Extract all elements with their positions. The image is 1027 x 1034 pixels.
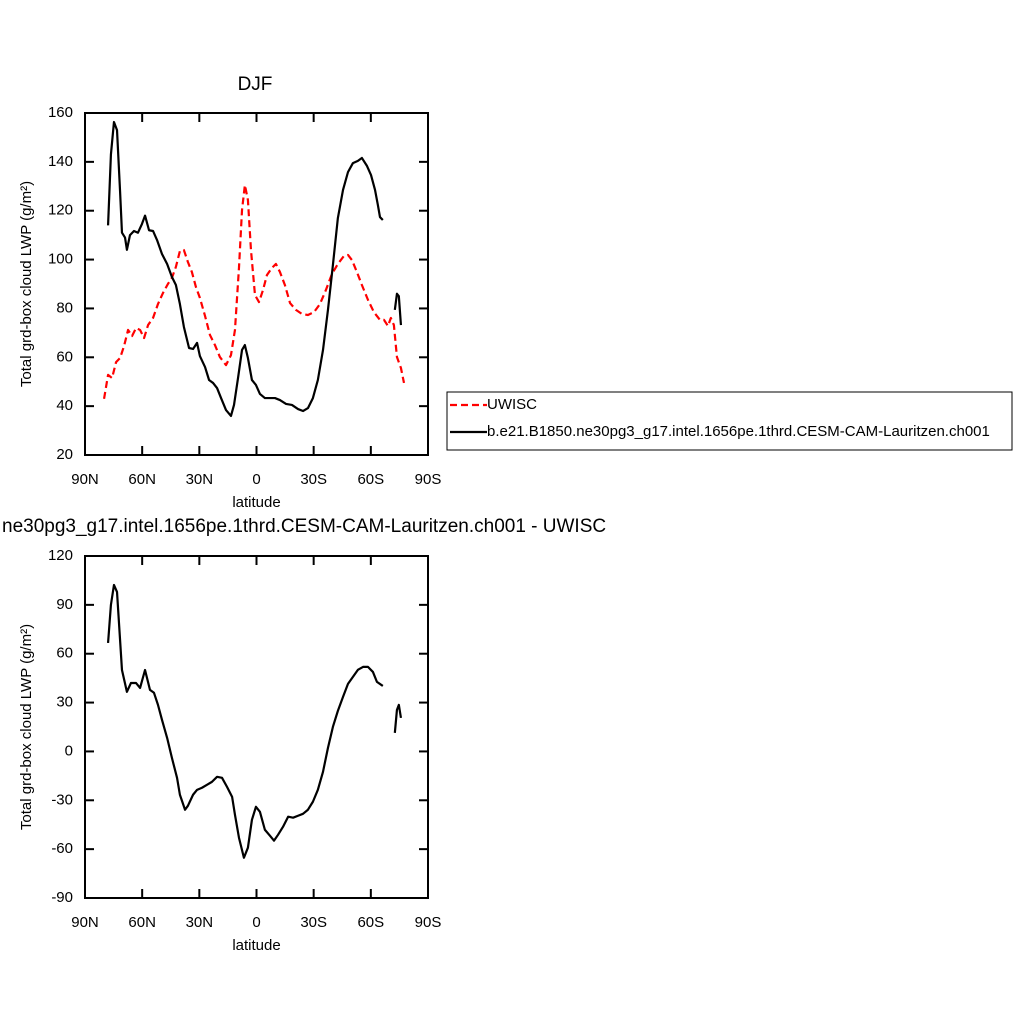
- y-axis-label: Total grd-box cloud LWP (g/m²): [18, 624, 35, 830]
- x-tick-label: 30N: [186, 471, 214, 488]
- x-tick-label: 0: [252, 471, 260, 488]
- x-axis-label: latitude: [232, 494, 280, 511]
- x-tick-label: 90N: [71, 471, 99, 488]
- x-tick-label: 60N: [128, 914, 156, 931]
- y-tick-label: 120: [48, 202, 73, 219]
- x-tick-label: 0: [252, 914, 260, 931]
- legend-box: [446, 391, 1013, 451]
- legend-label: b.e21.B1850.ne30pg3_g17.intel.1656pe.1th…: [487, 423, 990, 440]
- x-tick-label: 90N: [71, 914, 99, 931]
- data-line: [102, 183, 406, 399]
- x-tick-label: 90S: [415, 914, 442, 931]
- x-tick-label: 60N: [128, 471, 156, 488]
- legend-label: UWISC: [487, 396, 537, 413]
- y-tick-label: 0: [65, 742, 73, 759]
- chart-title: ne30pg3_g17.intel.1656pe.1thrd.CESM-CAM-…: [2, 516, 606, 537]
- y-tick-label: -90: [51, 889, 73, 906]
- y-tick-label: 160: [48, 104, 73, 121]
- y-tick-label: 80: [56, 299, 73, 316]
- x-tick-label: 30S: [300, 471, 327, 488]
- x-axis-label: latitude: [232, 937, 280, 954]
- data-line: [106, 583, 403, 859]
- x-tick-label: 30N: [186, 914, 214, 931]
- plot-frame: [84, 555, 429, 899]
- x-tick-label: 90S: [415, 471, 442, 488]
- y-tick-label: -30: [51, 791, 73, 808]
- y-tick-label: 60: [56, 645, 73, 662]
- x-tick-label: 60S: [357, 914, 384, 931]
- x-tick-label: 60S: [357, 471, 384, 488]
- y-tick-label: 60: [56, 348, 73, 365]
- data-line: [106, 120, 403, 418]
- y-tick-label: 90: [56, 596, 73, 613]
- y-tick-label: 40: [56, 397, 73, 414]
- x-tick-label: 30S: [300, 914, 327, 931]
- y-tick-label: -60: [51, 840, 73, 857]
- y-tick-label: 100: [48, 251, 73, 268]
- y-axis-label: Total grd-box cloud LWP (g/m²): [18, 181, 35, 387]
- y-tick-label: 20: [56, 446, 73, 463]
- chart-title: DJF: [238, 74, 273, 95]
- plot-frame: [84, 112, 429, 456]
- y-tick-label: 120: [48, 547, 73, 564]
- y-tick-label: 30: [56, 694, 73, 711]
- y-tick-label: 140: [48, 153, 73, 170]
